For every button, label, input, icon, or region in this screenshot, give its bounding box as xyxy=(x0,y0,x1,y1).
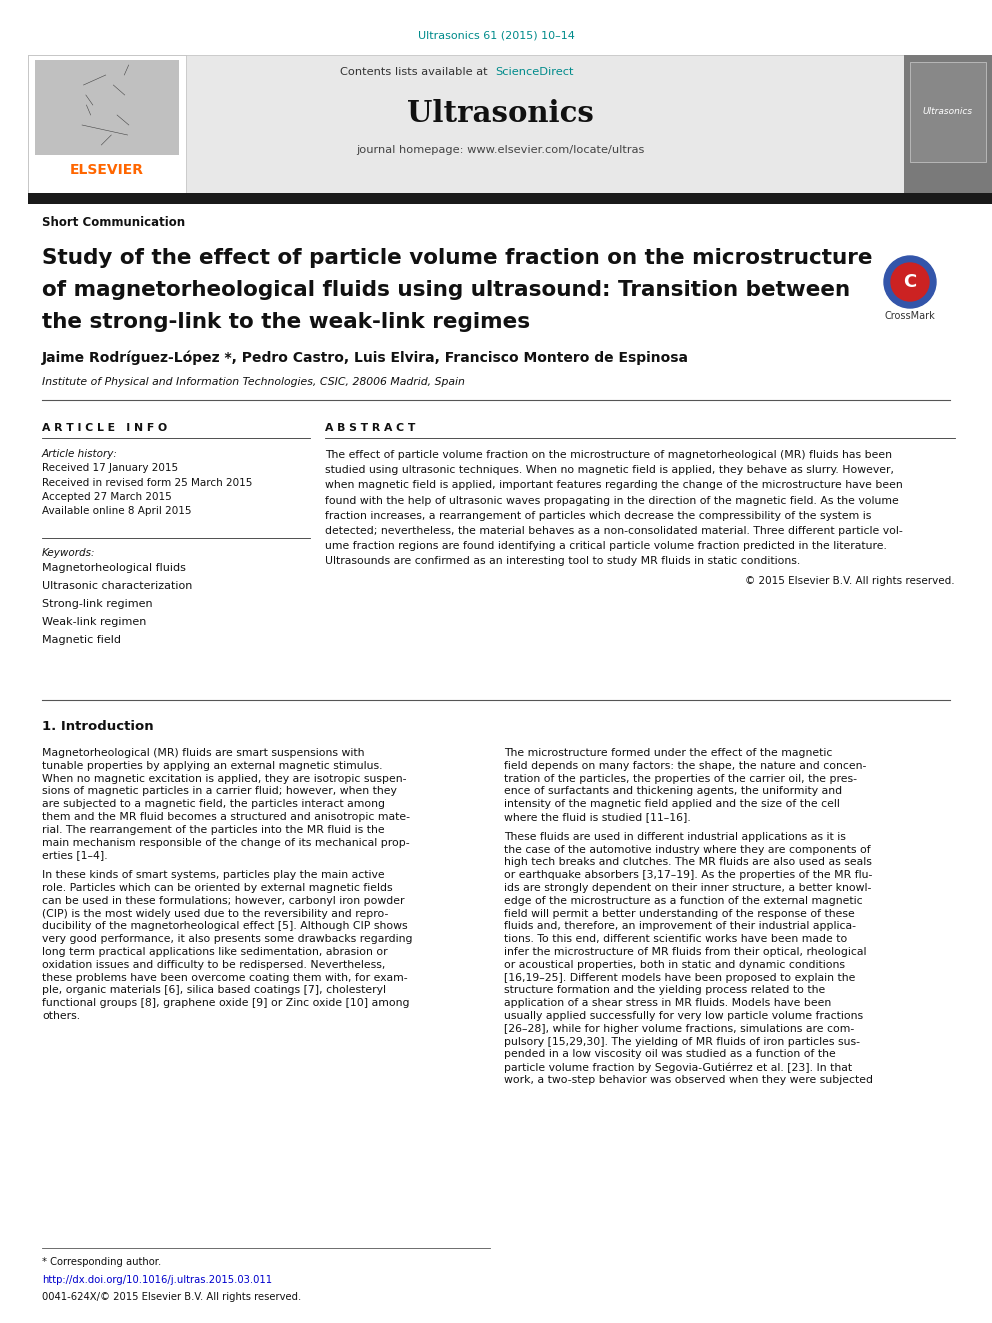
Text: where the fluid is studied [11–16].: where the fluid is studied [11–16]. xyxy=(504,812,690,822)
Text: The microstructure formed under the effect of the magnetic: The microstructure formed under the effe… xyxy=(504,747,832,758)
Text: When no magnetic excitation is applied, they are isotropic suspen-: When no magnetic excitation is applied, … xyxy=(42,774,407,783)
Text: structure formation and the yielding process related to the: structure formation and the yielding pro… xyxy=(504,986,825,995)
Text: © 2015 Elsevier B.V. All rights reserved.: © 2015 Elsevier B.V. All rights reserved… xyxy=(745,576,955,586)
Text: long term practical applications like sedimentation, abrasion or: long term practical applications like se… xyxy=(42,947,388,957)
Text: found with the help of ultrasonic waves propagating in the direction of the magn: found with the help of ultrasonic waves … xyxy=(325,496,899,505)
Text: Magnetorheological (MR) fluids are smart suspensions with: Magnetorheological (MR) fluids are smart… xyxy=(42,747,364,758)
Text: infer the microstructure of MR fluids from their optical, rheological: infer the microstructure of MR fluids fr… xyxy=(504,947,866,957)
Text: Accepted 27 March 2015: Accepted 27 March 2015 xyxy=(42,492,172,501)
Bar xyxy=(28,56,904,193)
Text: tunable properties by applying an external magnetic stimulus.: tunable properties by applying an extern… xyxy=(42,761,383,771)
Text: the case of the automotive industry where they are components of: the case of the automotive industry wher… xyxy=(504,844,871,855)
Text: particle volume fraction by Segovia-Gutiérrez et al. [23]. In that: particle volume fraction by Segovia-Guti… xyxy=(504,1062,852,1073)
Text: http://dx.doi.org/10.1016/j.ultras.2015.03.011: http://dx.doi.org/10.1016/j.ultras.2015.… xyxy=(42,1275,272,1285)
Text: ELSEVIER: ELSEVIER xyxy=(70,163,144,177)
Text: Ultrasonic characterization: Ultrasonic characterization xyxy=(42,581,192,591)
Bar xyxy=(28,193,992,204)
Text: the strong-link to the weak-link regimes: the strong-link to the weak-link regimes xyxy=(42,312,530,332)
Text: high tech breaks and clutches. The MR fluids are also used as seals: high tech breaks and clutches. The MR fl… xyxy=(504,857,872,868)
Bar xyxy=(904,56,992,193)
Text: Ultrasonics 61 (2015) 10–14: Ultrasonics 61 (2015) 10–14 xyxy=(418,30,574,41)
Text: tions. To this end, different scientific works have been made to: tions. To this end, different scientific… xyxy=(504,934,847,945)
Text: Strong-link regimen: Strong-link regimen xyxy=(42,599,153,609)
Text: of magnetorheological fluids using ultrasound: Transition between: of magnetorheological fluids using ultra… xyxy=(42,280,850,300)
Text: when magnetic field is applied, important features regarding the change of the m: when magnetic field is applied, importan… xyxy=(325,480,903,491)
Text: 0041-624X/© 2015 Elsevier B.V. All rights reserved.: 0041-624X/© 2015 Elsevier B.V. All right… xyxy=(42,1293,302,1302)
Text: are subjected to a magnetic field, the particles interact among: are subjected to a magnetic field, the p… xyxy=(42,799,385,810)
Text: Weak-link regimen: Weak-link regimen xyxy=(42,617,147,627)
Text: Ultrasounds are confirmed as an interesting tool to study MR fluids in static co: Ultrasounds are confirmed as an interest… xyxy=(325,557,801,566)
Bar xyxy=(35,60,179,155)
Text: oxidation issues and difficulty to be redispersed. Nevertheless,: oxidation issues and difficulty to be re… xyxy=(42,959,385,970)
Text: them and the MR fluid becomes a structured and anisotropic mate-: them and the MR fluid becomes a structur… xyxy=(42,812,410,822)
Text: * Corresponding author.: * Corresponding author. xyxy=(42,1257,162,1267)
Text: intensity of the magnetic field applied and the size of the cell: intensity of the magnetic field applied … xyxy=(504,799,840,810)
Bar xyxy=(28,56,186,193)
Text: pulsory [15,29,30]. The yielding of MR fluids of iron particles sus-: pulsory [15,29,30]. The yielding of MR f… xyxy=(504,1037,860,1046)
Text: fluids and, therefore, an improvement of their industrial applica-: fluids and, therefore, an improvement of… xyxy=(504,921,856,931)
Text: CrossMark: CrossMark xyxy=(885,311,935,321)
Text: field depends on many factors: the shape, the nature and concen-: field depends on many factors: the shape… xyxy=(504,761,866,771)
Text: Magnetic field: Magnetic field xyxy=(42,635,121,646)
Text: These fluids are used in different industrial applications as it is: These fluids are used in different indus… xyxy=(504,832,846,841)
Text: or earthquake absorbers [3,17–19]. As the properties of the MR flu-: or earthquake absorbers [3,17–19]. As th… xyxy=(504,871,872,880)
Text: these problems have been overcome coating them with, for exam-: these problems have been overcome coatin… xyxy=(42,972,408,983)
Text: rial. The rearrangement of the particles into the MR fluid is the: rial. The rearrangement of the particles… xyxy=(42,824,385,835)
Text: others.: others. xyxy=(42,1011,80,1021)
Text: pended in a low viscosity oil was studied as a function of the: pended in a low viscosity oil was studie… xyxy=(504,1049,835,1060)
Text: Available online 8 April 2015: Available online 8 April 2015 xyxy=(42,507,191,516)
Text: ence of surfactants and thickening agents, the uniformity and: ence of surfactants and thickening agent… xyxy=(504,786,842,796)
Text: C: C xyxy=(904,273,917,291)
Text: ume fraction regions are found identifying a critical particle volume fraction p: ume fraction regions are found identifyi… xyxy=(325,541,887,552)
Circle shape xyxy=(884,255,936,308)
Text: [26–28], while for higher volume fractions, simulations are com-: [26–28], while for higher volume fractio… xyxy=(504,1024,854,1033)
Text: fraction increases, a rearrangement of particles which decrease the compressibil: fraction increases, a rearrangement of p… xyxy=(325,511,871,521)
Text: functional groups [8], graphene oxide [9] or Zinc oxide [10] among: functional groups [8], graphene oxide [9… xyxy=(42,998,410,1008)
Text: Ultrasonics: Ultrasonics xyxy=(923,107,973,116)
Text: very good performance, it also presents some drawbacks regarding: very good performance, it also presents … xyxy=(42,934,413,945)
Text: erties [1–4].: erties [1–4]. xyxy=(42,851,107,860)
Text: studied using ultrasonic techniques. When no magnetic field is applied, they beh: studied using ultrasonic techniques. Whe… xyxy=(325,466,894,475)
Text: detected; nevertheless, the material behaves as a non-consolidated material. Thr: detected; nevertheless, the material beh… xyxy=(325,527,903,536)
Text: edge of the microstructure as a function of the external magnetic: edge of the microstructure as a function… xyxy=(504,896,863,906)
Text: Ultrasonics: Ultrasonics xyxy=(407,98,593,127)
Text: 1. Introduction: 1. Introduction xyxy=(42,720,154,733)
Text: Study of the effect of particle volume fraction on the microstructure: Study of the effect of particle volume f… xyxy=(42,247,873,269)
Text: The effect of particle volume fraction on the microstructure of magnetorheologic: The effect of particle volume fraction o… xyxy=(325,450,892,460)
Text: field will permit a better understanding of the response of these: field will permit a better understanding… xyxy=(504,909,855,918)
Text: work, a two-step behavior was observed when they were subjected: work, a two-step behavior was observed w… xyxy=(504,1076,873,1085)
Text: [16,19–25]. Different models have been proposed to explain the: [16,19–25]. Different models have been p… xyxy=(504,972,855,983)
Text: journal homepage: www.elsevier.com/locate/ultras: journal homepage: www.elsevier.com/locat… xyxy=(356,146,644,155)
Text: role. Particles which can be oriented by external magnetic fields: role. Particles which can be oriented by… xyxy=(42,882,393,893)
Text: ple, organic materials [6], silica based coatings [7], cholesteryl: ple, organic materials [6], silica based… xyxy=(42,986,386,995)
Text: Received 17 January 2015: Received 17 January 2015 xyxy=(42,463,179,474)
Text: application of a shear stress in MR fluids. Models have been: application of a shear stress in MR flui… xyxy=(504,998,831,1008)
Text: Institute of Physical and Information Technologies, CSIC, 28006 Madrid, Spain: Institute of Physical and Information Te… xyxy=(42,377,465,388)
Text: sions of magnetic particles in a carrier fluid; however, when they: sions of magnetic particles in a carrier… xyxy=(42,786,397,796)
Text: ids are strongly dependent on their inner structure, a better knowl-: ids are strongly dependent on their inne… xyxy=(504,882,871,893)
Text: ducibility of the magnetorheological effect [5]. Although CIP shows: ducibility of the magnetorheological eff… xyxy=(42,921,408,931)
Text: usually applied successfully for very low particle volume fractions: usually applied successfully for very lo… xyxy=(504,1011,863,1021)
Text: main mechanism responsible of the change of its mechanical prop-: main mechanism responsible of the change… xyxy=(42,837,410,848)
Text: can be used in these formulations; however, carbonyl iron powder: can be used in these formulations; howev… xyxy=(42,896,405,906)
Bar xyxy=(910,62,986,161)
Text: Short Communication: Short Communication xyxy=(42,216,186,229)
Text: A B S T R A C T: A B S T R A C T xyxy=(325,423,416,433)
Circle shape xyxy=(891,263,929,302)
Text: Received in revised form 25 March 2015: Received in revised form 25 March 2015 xyxy=(42,478,252,487)
Text: or acoustical properties, both in static and dynamic conditions: or acoustical properties, both in static… xyxy=(504,959,845,970)
Text: Article history:: Article history: xyxy=(42,448,118,459)
Text: A R T I C L E   I N F O: A R T I C L E I N F O xyxy=(42,423,167,433)
Text: (CIP) is the most widely used due to the reversibility and repro-: (CIP) is the most widely used due to the… xyxy=(42,909,389,918)
Text: Jaime Rodríguez-López *, Pedro Castro, Luis Elvira, Francisco Montero de Espinos: Jaime Rodríguez-López *, Pedro Castro, L… xyxy=(42,351,689,365)
Text: Keywords:: Keywords: xyxy=(42,548,95,558)
Text: Magnetorheological fluids: Magnetorheological fluids xyxy=(42,564,186,573)
Text: ScienceDirect: ScienceDirect xyxy=(495,67,573,77)
Text: In these kinds of smart systems, particles play the main active: In these kinds of smart systems, particl… xyxy=(42,871,385,880)
Text: Contents lists available at: Contents lists available at xyxy=(340,67,491,77)
Text: tration of the particles, the properties of the carrier oil, the pres-: tration of the particles, the properties… xyxy=(504,774,857,783)
